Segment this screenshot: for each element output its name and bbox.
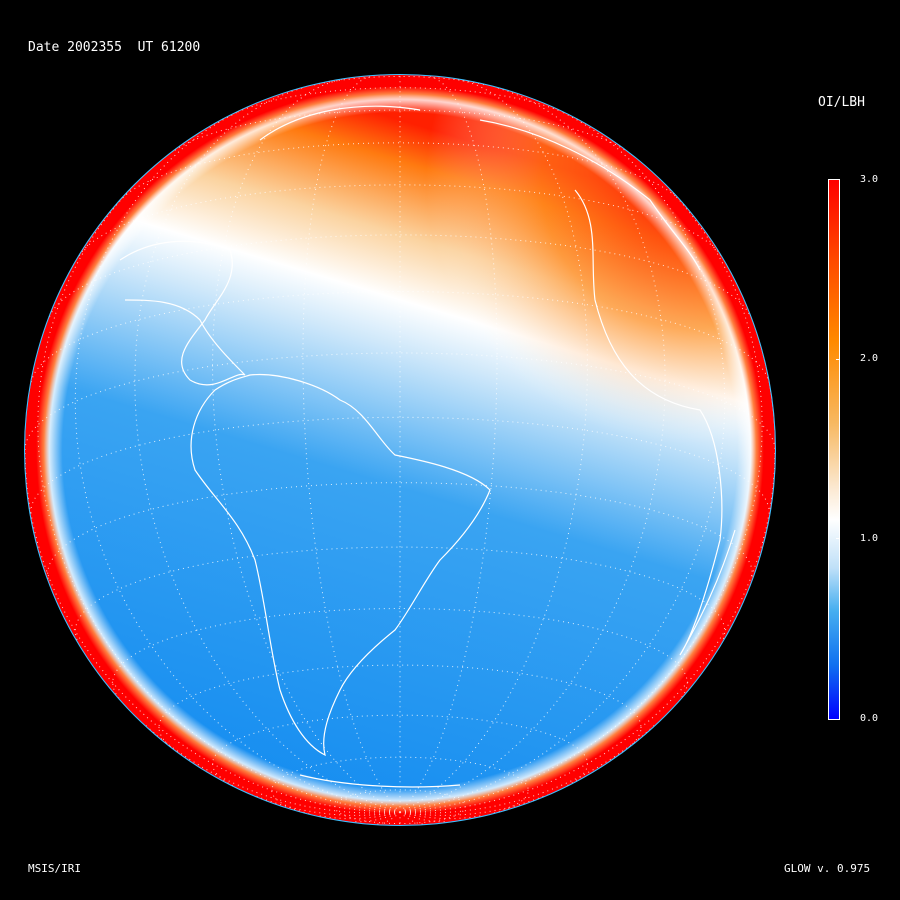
antarctica-coast [299,774,461,788]
colorbar [828,179,840,720]
graticule-line [74,546,726,641]
south-america-coast [190,373,491,757]
graticule [25,75,775,825]
colorbar-label-min: 0.0 [860,713,879,724]
graticule-line [399,811,449,823]
graticule-line [174,109,626,151]
graticule-line [30,290,770,383]
colorbar-label-1: 1.0 [860,533,879,544]
graticule-line [351,811,401,823]
limb-brightening [25,75,775,825]
graticule-line [134,86,401,813]
date-label: Date 2002355 [28,40,122,55]
graticule-line [143,723,401,814]
graticule-line [302,76,401,813]
coastlines [119,105,736,788]
graticule-line [399,76,498,813]
colorbar-label-2: 2.0 [860,353,879,364]
model-label: MSIS/IRI [28,862,81,875]
northern-coast [259,105,701,271]
graticule-line [399,79,589,813]
colorbar-title: OI/LBH [818,95,865,110]
graticule-line [334,789,466,825]
graticule-line [399,723,657,814]
graticule-line [399,811,426,825]
africa-coast [574,189,736,656]
colorbar-label-max: 3.0 [860,174,879,185]
graticule-line [78,184,722,256]
graticule-line [399,794,548,816]
graticule-line [237,87,563,113]
version-label: GLOW v. 0.975 [784,862,871,875]
colorbar-tick [836,538,840,539]
graticule-line [399,86,666,813]
graticule-line [374,811,401,825]
graticule-line [49,234,751,317]
graticule-line [252,794,401,816]
date-ut-label: Date 2002355 UT 61200 [28,40,200,55]
colorbar-tick [836,359,840,360]
ut-label: UT 61200 [137,40,201,55]
north-america-coast [119,240,246,386]
